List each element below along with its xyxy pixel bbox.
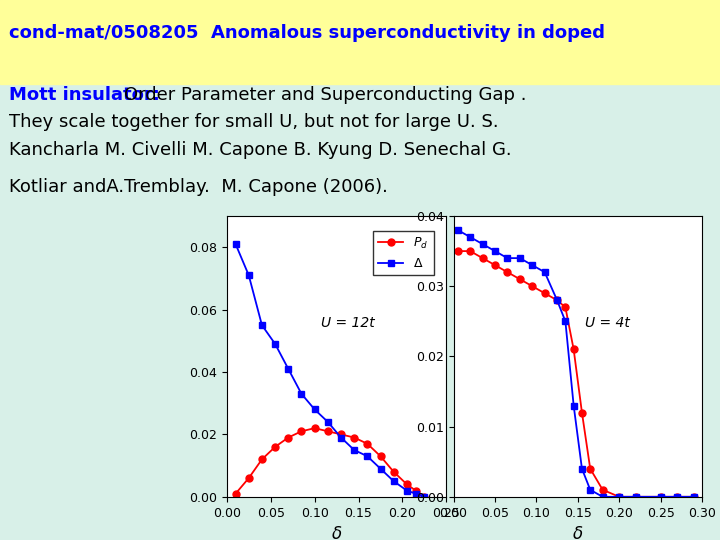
Text: Kotliar andA.Tremblay.  M. Capone (2006).: Kotliar andA.Tremblay. M. Capone (2006). (9, 178, 387, 196)
Legend: $P_d$, $\Delta$: $P_d$, $\Delta$ (374, 231, 433, 275)
Text: They scale together for small U, but not for large U. S.: They scale together for small U, but not… (9, 113, 498, 131)
Text: Order Parameter and Superconducting Gap .: Order Parameter and Superconducting Gap … (124, 86, 526, 104)
X-axis label: δ: δ (572, 525, 583, 540)
X-axis label: δ: δ (331, 525, 342, 540)
Text: U = 12t: U = 12t (320, 316, 374, 330)
Text: U = 4t: U = 4t (585, 316, 630, 330)
Text: cond-mat/0508205  Anomalous superconductivity in doped: cond-mat/0508205 Anomalous superconducti… (9, 24, 605, 42)
Text: Kancharla M. Civelli M. Capone B. Kyung D. Senechal G.: Kancharla M. Civelli M. Capone B. Kyung … (9, 141, 511, 159)
Text: Mott insulator:: Mott insulator: (9, 86, 160, 104)
